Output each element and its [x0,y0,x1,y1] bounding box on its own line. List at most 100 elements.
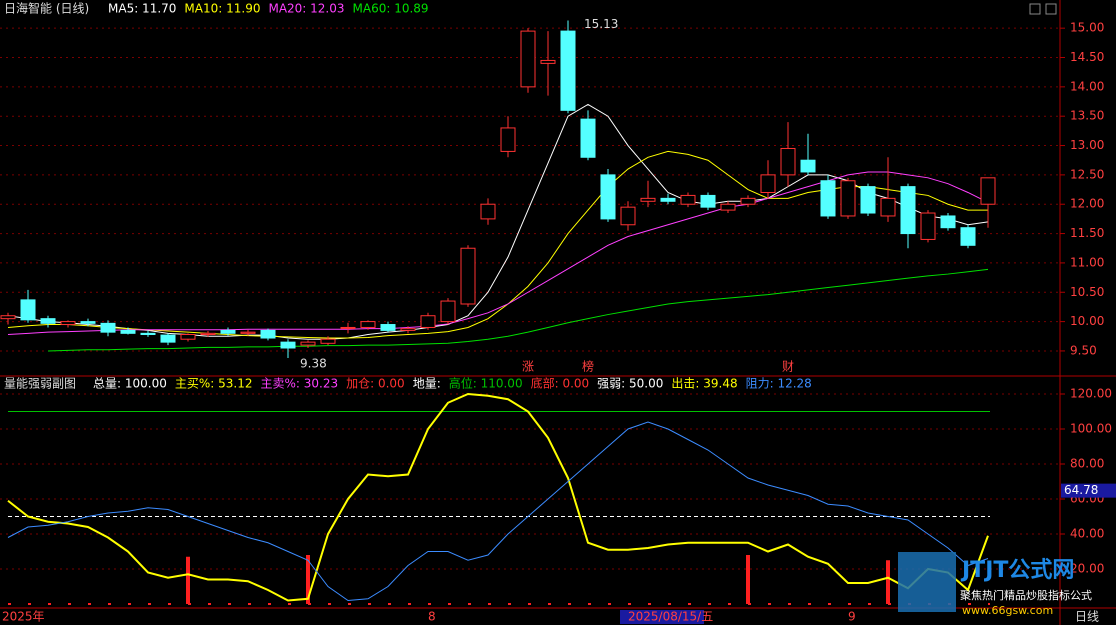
legend-entry: 加仓: 0.00 [346,377,405,391]
y-tick-label: 120.00 [1070,387,1112,401]
y-tick-label: 10.50 [1070,285,1104,299]
signal-bar [306,555,310,604]
sub-title: 量能强弱副图 [4,377,76,391]
candle-body [200,332,216,336]
series-line [7,103,989,340]
y-tick-label: 15.00 [1070,21,1104,35]
candle-body [60,321,76,326]
candle-body [20,299,36,321]
legend-entry: MA20: 12.03 [268,2,344,16]
legend-entry: 高位: 110.00 [449,376,523,391]
x-tick-label: 2025年 [2,610,45,624]
legend-entry: 总量: 100.00 [93,377,167,391]
event-label: 涨 [522,359,534,374]
current-box [1061,483,1116,498]
candle-body [860,186,876,214]
candle-body [620,206,636,226]
y-tick-label: 12.00 [1070,197,1104,211]
candle-body [360,321,376,328]
logo-brand: JTJT公式网 [960,558,1074,583]
logo-url: www.66gsw.com [962,604,1053,617]
candle-body [680,194,696,205]
x-tick-label: 2025/08/15/五 [628,610,713,624]
candle-body [940,215,956,229]
candle-body [380,324,396,331]
y-tick-label: 11.50 [1070,226,1104,240]
candle-body [980,177,996,205]
series-line [7,421,989,602]
candle-body [640,197,656,202]
legend-entry: MA5: 11.70 [108,2,176,16]
legend-entry: MA10: 11.90 [184,2,260,16]
candle-body [240,331,256,334]
candle-body [900,186,916,235]
candle-body [600,174,616,220]
candle-body [840,180,856,217]
y-tick-label: 80.00 [1070,457,1104,471]
y-tick-label: 9.50 [1070,343,1097,357]
legend-entry: 强弱: 50.00 [597,377,663,391]
series-line [7,392,989,602]
candle-body [520,30,536,88]
date-highlight [620,610,704,624]
candle-body [120,329,136,334]
candle-body [820,180,836,217]
window-button[interactable] [1045,3,1057,15]
y-tick-label: 14.50 [1070,50,1104,64]
event-label: 榜 [582,359,594,374]
candle-body [740,197,756,205]
candle-body [320,338,336,344]
candle-body [40,318,56,324]
x-tick-label: 9 [848,610,856,624]
y-tick-label: 100.00 [1070,422,1112,436]
candle-body [220,329,236,334]
candle-body [80,321,96,324]
y-tick-label: 11.00 [1070,255,1104,269]
y-tick-label: 20.00 [1070,562,1104,576]
candle-body [340,326,356,329]
candle-body [420,315,436,328]
high-label: 15.13 [584,17,618,31]
y-tick-label: 13.50 [1070,109,1104,123]
candle-body [800,159,816,173]
candle-body [560,30,576,111]
low-label: 9.38 [300,356,327,370]
candle-body [300,341,316,346]
legend-entry: 底部: 0.00 [531,376,590,391]
candle-body [700,194,716,208]
y-tick-label: 10.00 [1070,314,1104,328]
chart-title: 日海智能 (日线) [4,1,89,16]
candle-body [720,203,736,211]
candle-body [280,341,296,349]
current-value: 64.78 [1064,483,1098,497]
candle-body [780,147,796,176]
event-label: 财 [782,360,794,374]
legend-entry: 阻力: 12.28 [746,377,812,391]
candle-body [400,328,416,331]
candle-body [580,118,596,158]
candle-body [920,212,936,240]
signal-bar [186,556,190,604]
signal-bar [746,555,750,604]
series-line [47,268,989,352]
y-tick-label: 12.50 [1070,167,1104,181]
y-tick-label: 14.00 [1070,79,1104,93]
legend-entry: 出击: 39.48 [671,377,737,391]
legend-entry: 主卖%: 30.23 [260,377,338,391]
candle-body [480,203,496,220]
candle-body [960,227,976,246]
candle-body [0,315,16,320]
window-button[interactable] [1029,3,1041,15]
x-tick-label: 8 [428,610,436,624]
logo: JTJT公式网 聚焦热门精品炒股指标公式 www.66gsw.com [898,552,1092,617]
candle-body [500,127,516,152]
candle-body [540,59,556,64]
logo-mark [898,552,956,612]
candle-body [880,197,896,217]
candle-body [100,322,116,333]
y-tick-label: 13.00 [1070,138,1104,152]
candle-body [660,197,676,202]
